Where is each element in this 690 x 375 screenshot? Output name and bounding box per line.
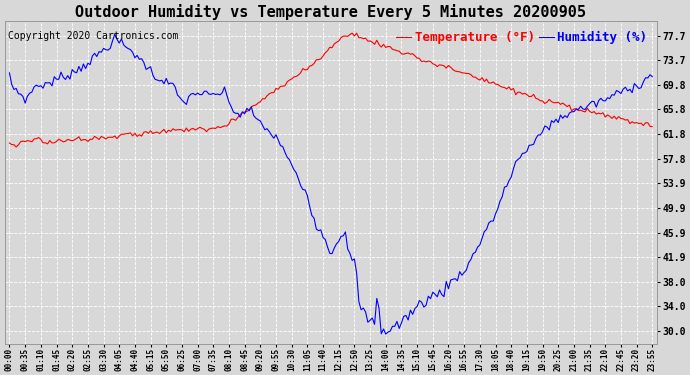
Line: Humidity (%): Humidity (%) xyxy=(10,34,652,334)
Temperature (°F) xyxy=(576,108,584,112)
Humidity (%) xyxy=(561,113,569,118)
Temperature (°F) xyxy=(561,103,569,107)
Temperature (°F) xyxy=(12,145,20,149)
Temperature (°F) xyxy=(63,137,72,142)
Temperature (°F) xyxy=(597,112,605,116)
Humidity (%) xyxy=(576,104,584,108)
Humidity (%) xyxy=(6,70,14,75)
Line: Temperature (°F): Temperature (°F) xyxy=(10,33,652,147)
Temperature (°F) xyxy=(6,141,14,145)
Temperature (°F) xyxy=(550,100,558,105)
Humidity (%) xyxy=(597,96,605,100)
Legend: Temperature (°F), Humidity (%): Temperature (°F), Humidity (%) xyxy=(396,31,647,44)
Humidity (%) xyxy=(648,75,656,79)
Humidity (%) xyxy=(550,120,558,124)
Text: Copyright 2020 Cartronics.com: Copyright 2020 Cartronics.com xyxy=(8,31,179,41)
Title: Outdoor Humidity vs Temperature Every 5 Minutes 20200905: Outdoor Humidity vs Temperature Every 5 … xyxy=(75,4,586,20)
Temperature (°F) xyxy=(333,40,341,45)
Humidity (%) xyxy=(333,242,341,246)
Humidity (%) xyxy=(382,332,390,336)
Humidity (%) xyxy=(61,77,70,82)
Temperature (°F) xyxy=(348,31,356,35)
Humidity (%) xyxy=(110,32,119,37)
Temperature (°F) xyxy=(648,124,656,129)
